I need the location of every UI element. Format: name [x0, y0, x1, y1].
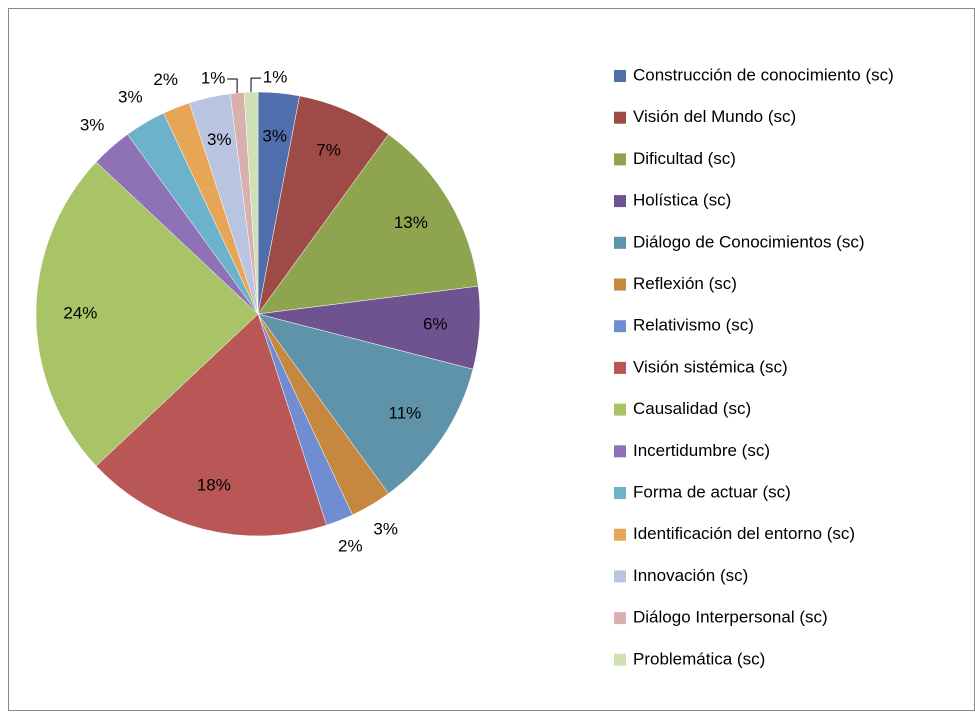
legend-label: Relativismo (sc): [633, 316, 754, 335]
legend-label: Problemática (sc): [633, 649, 765, 668]
data-label: 3%: [262, 127, 287, 146]
data-label: 1%: [201, 68, 226, 87]
data-label: 6%: [423, 315, 448, 334]
legend-label: Identificación del entorno (sc): [633, 524, 855, 543]
legend-label: Forma de actuar (sc): [633, 482, 791, 501]
data-label: 2%: [153, 70, 178, 89]
pie-slice: [257, 134, 479, 315]
data-label: 13%: [394, 213, 428, 232]
legend-swatch: [614, 570, 626, 583]
pie-slice: [35, 161, 259, 467]
legend-label: Visión del Mundo (sc): [633, 107, 796, 126]
pie-slice: [95, 313, 327, 537]
legend-swatch: [614, 612, 626, 625]
data-label: 24%: [63, 303, 97, 322]
legend-swatch: [614, 111, 626, 124]
data-label: 3%: [373, 519, 398, 538]
legend-swatch: [614, 278, 626, 291]
pie-slice: [257, 313, 474, 494]
data-label: 3%: [80, 115, 105, 134]
legend-swatch: [614, 195, 626, 208]
legend-swatch: [614, 361, 626, 374]
legend-swatch: [614, 153, 626, 166]
legend-swatch: [614, 653, 626, 666]
data-label: 3%: [207, 130, 232, 149]
legend-swatch: [614, 528, 626, 541]
legend-label: Innovación (sc): [633, 566, 748, 585]
data-label: 1%: [263, 68, 288, 87]
legend-label: Diálogo Interpersonal (sc): [633, 608, 828, 627]
legend-swatch: [614, 320, 626, 333]
legend-label: Reflexión (sc): [633, 274, 737, 293]
legend-label: Diálogo de Conocimientos (sc): [633, 232, 865, 251]
data-label: 2%: [338, 537, 363, 556]
legend-label: Dificultad (sc): [633, 149, 736, 168]
legend-label: Visión sistémica (sc): [633, 357, 788, 376]
data-label: 3%: [118, 88, 143, 107]
legend-swatch: [614, 445, 626, 458]
legend-label: Construcción de conocimiento (sc): [633, 65, 894, 84]
legend-swatch: [614, 403, 626, 416]
data-label: 7%: [316, 140, 341, 159]
pie-slice: [243, 91, 259, 315]
data-label: 11%: [389, 403, 422, 422]
leader-line: [250, 77, 262, 93]
legend-label: Causalidad (sc): [633, 399, 751, 418]
data-label: 18%: [197, 476, 231, 495]
legend-swatch: [614, 70, 626, 82]
legend-label: Incertidumbre (sc): [633, 441, 770, 460]
legend-label: Holística (sc): [633, 191, 731, 210]
legend-swatch: [614, 236, 626, 249]
legend-swatch: [614, 487, 626, 499]
leader-line: [227, 78, 238, 93]
